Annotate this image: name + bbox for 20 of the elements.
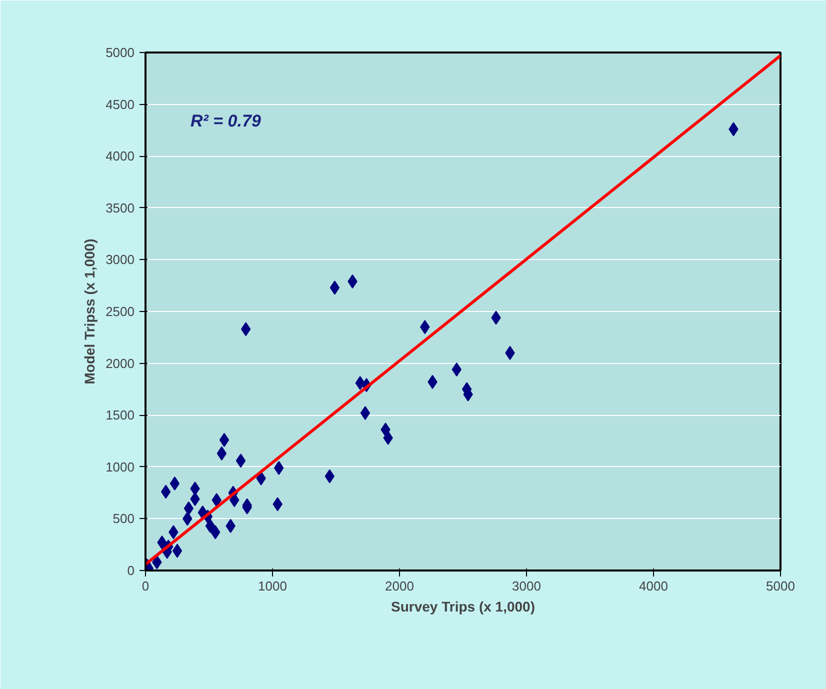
y-tick-label: 0 — [127, 563, 135, 578]
y-tick-label: 2000 — [106, 356, 134, 371]
y-tick-label: 3000 — [106, 252, 134, 268]
y-axis-title: Model Tripss (x 1,000) — [82, 238, 98, 384]
x-axis-title: Survey Trips (x 1,000) — [391, 598, 535, 614]
y-tick-label: 1500 — [106, 408, 134, 423]
y-tick-label: 4000 — [106, 148, 134, 164]
y-tick-label: 1000 — [106, 459, 134, 474]
x-tick-label: 4000 — [639, 578, 668, 594]
x-tick-label: 3000 — [512, 578, 541, 594]
y-tick-label: 4500 — [106, 96, 134, 112]
x-tick-label: 5000 — [766, 578, 795, 594]
x-tick-label: 1000 — [258, 578, 287, 594]
x-tick-label: 2000 — [385, 578, 414, 594]
y-tick-label: 5000 — [106, 45, 134, 60]
y-tick-label: 2500 — [106, 304, 134, 319]
y-tick-label: 3500 — [106, 200, 134, 216]
annotation: R² = 0.79 — [190, 112, 262, 130]
x-tick-label: 0 — [142, 578, 150, 594]
y-tick-label: 500 — [112, 511, 135, 526]
